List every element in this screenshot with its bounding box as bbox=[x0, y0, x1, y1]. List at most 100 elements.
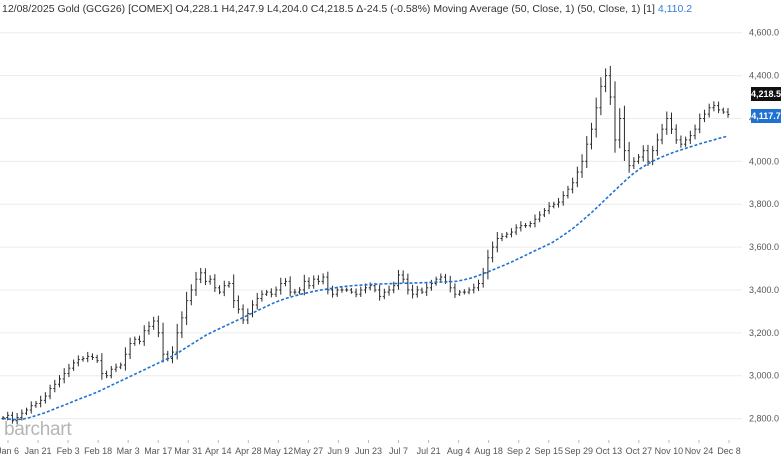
ohlc-bar bbox=[62, 368, 66, 384]
ohlc-bar bbox=[67, 363, 71, 378]
ohlc-bar bbox=[382, 288, 386, 300]
ohlc-bar bbox=[528, 221, 532, 228]
ohlc-bar bbox=[138, 335, 142, 345]
ohlc-bar bbox=[721, 107, 725, 114]
x-tick-label: Jul 7 bbox=[389, 446, 408, 456]
ohlc-bar bbox=[495, 232, 499, 253]
ohlc-bar bbox=[34, 400, 38, 408]
ohlc-bar bbox=[43, 392, 47, 404]
ohlc-bar bbox=[6, 411, 10, 421]
ohlc-bar bbox=[72, 359, 76, 371]
x-tick-label: Sep 2 bbox=[507, 446, 531, 456]
x-tick-label: Feb 3 bbox=[57, 446, 80, 456]
ohlc-bar bbox=[420, 287, 424, 295]
ohlc-bar bbox=[467, 287, 471, 295]
ohlc-bar bbox=[312, 275, 316, 289]
x-tick-label: Feb 18 bbox=[84, 446, 112, 456]
ohlc-bar bbox=[203, 268, 207, 286]
ohlc-bar bbox=[232, 274, 236, 309]
ohlc-bar bbox=[321, 273, 325, 285]
ohlc-bar bbox=[670, 112, 674, 135]
y-tick-label: 3,400.0 bbox=[749, 285, 779, 295]
y-tick-label: 4,000.0 bbox=[749, 156, 779, 166]
ohlc-bar bbox=[199, 267, 203, 284]
ohlc-bar bbox=[100, 353, 104, 380]
ohlc-bar bbox=[279, 277, 283, 295]
ohlc-bar bbox=[105, 370, 109, 379]
ohlc-bar bbox=[500, 233, 504, 242]
ohlc-bar bbox=[156, 315, 160, 338]
ohlc-bar bbox=[646, 144, 650, 167]
ohlc-bar bbox=[255, 292, 259, 310]
ohlc-bar bbox=[599, 77, 603, 116]
ohlc-bar bbox=[651, 145, 655, 166]
ohlc-bar bbox=[476, 279, 480, 291]
ohlc-bar bbox=[133, 336, 137, 346]
ohlc-bar bbox=[161, 322, 165, 363]
ohlc-bar bbox=[613, 81, 617, 153]
y-tick-label: 3,200.0 bbox=[749, 328, 779, 338]
ohlc-bar bbox=[335, 286, 339, 297]
ohlc-bar bbox=[462, 289, 466, 295]
ohlc-bar bbox=[354, 288, 358, 298]
ohlc-bar bbox=[218, 285, 222, 295]
ohlc-bar bbox=[213, 274, 217, 292]
ohlc-bar bbox=[53, 379, 57, 393]
x-tick-label: Aug 18 bbox=[474, 446, 503, 456]
x-tick-label: Apr 14 bbox=[205, 446, 232, 456]
ohlc-bar bbox=[693, 124, 697, 140]
ohlc-bar bbox=[726, 108, 730, 118]
ohlc-bar bbox=[717, 101, 721, 114]
x-tick-label: Jan 21 bbox=[25, 446, 52, 456]
ohlc-bar bbox=[90, 353, 94, 360]
ohlc-bar bbox=[491, 241, 495, 263]
ohlc-bar bbox=[283, 278, 287, 287]
x-tick-label: Jun 9 bbox=[327, 446, 349, 456]
y-tick-label: 3,600.0 bbox=[749, 242, 779, 252]
ohlc-bar bbox=[208, 275, 212, 285]
ohlc-bar bbox=[378, 284, 382, 301]
ohlc-bar bbox=[15, 413, 19, 425]
x-tick-label: Mar 17 bbox=[144, 446, 172, 456]
ohlc-bar bbox=[57, 375, 61, 388]
barchart-logo: barchart bbox=[4, 419, 72, 440]
y-tick-label: 4,400.0 bbox=[749, 71, 779, 81]
ohlc-bar bbox=[10, 411, 14, 424]
x-tick-label: Jul 21 bbox=[417, 446, 441, 456]
ohlc-bar bbox=[641, 145, 645, 162]
ohlc-bar bbox=[509, 228, 513, 238]
ohlc-bar bbox=[538, 211, 542, 223]
ohlc-bar bbox=[114, 363, 118, 373]
chart-header: 12/08/2025 Gold (GCG26) [COMEX] O4,228.1… bbox=[2, 3, 692, 15]
ohlc-bar bbox=[542, 208, 546, 218]
ohlc-bar bbox=[406, 273, 410, 295]
ohlc-bar bbox=[81, 356, 85, 362]
header-ma-value: 4,110.2 bbox=[657, 3, 693, 15]
ohlc-bar bbox=[302, 274, 306, 296]
ohlc-bar bbox=[185, 291, 189, 326]
header-ohlc-text: 12/08/2025 Gold (GCG26) [COMEX] O4,228.1… bbox=[2, 3, 655, 15]
ohlc-bar bbox=[180, 311, 184, 339]
ohlc-bar bbox=[524, 222, 528, 228]
ohlc-bar bbox=[298, 287, 302, 295]
ohlc-bar bbox=[547, 202, 551, 215]
ohlc-bar bbox=[505, 231, 509, 239]
ohlc-bar bbox=[401, 270, 405, 283]
ohlc-bar bbox=[222, 280, 226, 297]
x-tick-label: Oct 13 bbox=[596, 446, 623, 456]
ohlc-bar bbox=[340, 286, 344, 293]
ohlc-bar bbox=[566, 185, 570, 199]
y-tick-label: 3,800.0 bbox=[749, 199, 779, 209]
ohlc-bar bbox=[152, 316, 156, 330]
ma-price-tag: 4,117.7 bbox=[751, 109, 781, 123]
ohlc-bar bbox=[274, 286, 278, 298]
ohlc-bar bbox=[128, 337, 132, 360]
ohlc-bar bbox=[251, 300, 255, 318]
y-tick-label: 3,000.0 bbox=[749, 371, 779, 381]
ohlc-bar bbox=[349, 287, 353, 294]
ohlc-bar bbox=[415, 285, 419, 298]
ohlc-bar bbox=[585, 136, 589, 168]
ohlc-bar bbox=[170, 346, 174, 364]
last-price-tag: 4,218.5 bbox=[751, 87, 781, 101]
